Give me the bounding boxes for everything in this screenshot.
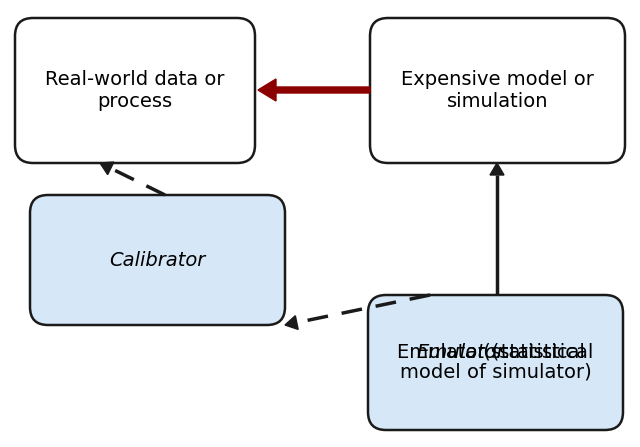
Polygon shape <box>100 162 114 175</box>
Text: Real-world data or
process: Real-world data or process <box>45 70 225 111</box>
Polygon shape <box>490 163 504 175</box>
Text: Emulator (statistical: Emulator (statistical <box>397 343 594 362</box>
Text: Expensive model or
simulation: Expensive model or simulation <box>401 70 594 111</box>
Text: (statistical: (statistical <box>477 343 584 362</box>
Text: Emulator: Emulator <box>417 343 506 362</box>
FancyBboxPatch shape <box>368 295 623 430</box>
Polygon shape <box>285 316 298 329</box>
Text: Calibrator: Calibrator <box>109 250 205 270</box>
FancyBboxPatch shape <box>15 18 255 163</box>
FancyBboxPatch shape <box>370 18 625 163</box>
Text: model of simulator): model of simulator) <box>399 363 591 382</box>
Polygon shape <box>258 79 370 101</box>
FancyBboxPatch shape <box>30 195 285 325</box>
